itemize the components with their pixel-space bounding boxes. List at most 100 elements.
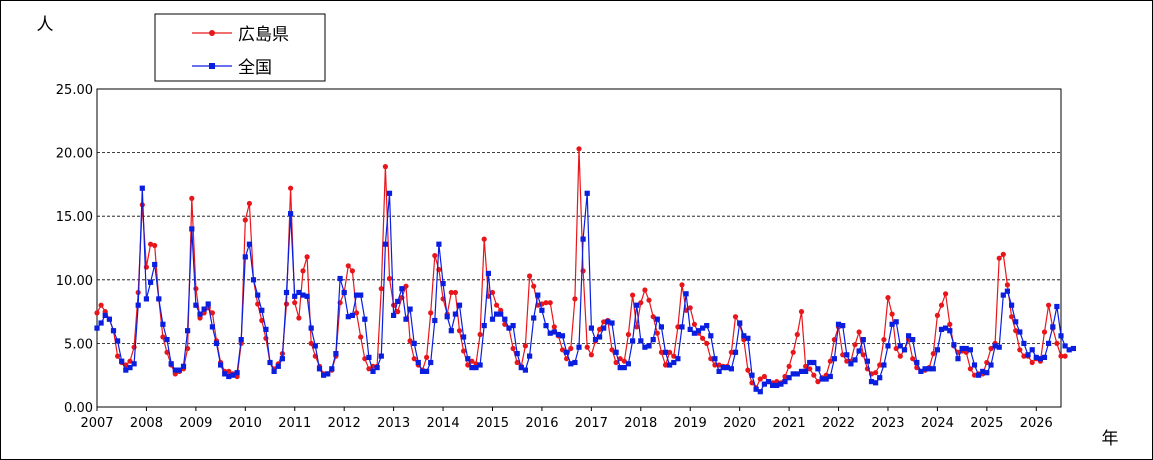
data-point	[271, 368, 277, 374]
data-point	[531, 315, 537, 321]
data-point	[485, 270, 491, 276]
data-point	[815, 379, 821, 385]
data-point	[630, 292, 636, 298]
data-point	[700, 325, 706, 331]
data-point	[494, 311, 500, 317]
data-point	[650, 314, 656, 320]
data-point	[971, 362, 978, 368]
data-point	[996, 255, 1002, 261]
data-point	[901, 347, 908, 353]
data-point	[572, 359, 578, 366]
data-point	[1058, 353, 1064, 359]
data-point	[732, 314, 739, 320]
data-point	[835, 321, 842, 327]
data-point	[662, 349, 669, 355]
data-point	[300, 292, 306, 298]
data-point	[906, 333, 912, 339]
data-point	[1046, 302, 1052, 308]
data-point	[362, 316, 368, 322]
data-point	[469, 365, 475, 371]
data-point	[947, 321, 953, 327]
data-point	[189, 195, 195, 201]
data-point	[687, 326, 693, 332]
data-point	[687, 305, 693, 311]
y-axis-label: 人	[37, 15, 54, 35]
data-point	[922, 366, 928, 372]
data-point	[395, 309, 401, 315]
data-point	[988, 362, 994, 368]
data-point	[617, 365, 623, 371]
data-point	[980, 368, 986, 374]
data-point	[695, 328, 702, 334]
data-point	[559, 347, 566, 353]
data-point	[877, 375, 883, 381]
data-point	[930, 366, 936, 372]
data-point	[547, 330, 553, 336]
data-point	[489, 316, 496, 322]
data-point	[728, 349, 735, 355]
data-point	[634, 324, 640, 330]
data-point	[391, 312, 397, 318]
data-point	[292, 293, 298, 299]
data-point	[1013, 328, 1019, 334]
data-point	[757, 376, 763, 382]
data-point	[621, 358, 627, 364]
data-point	[308, 325, 314, 331]
data-point	[840, 323, 846, 329]
data-point	[650, 337, 656, 343]
data-point	[304, 254, 310, 260]
data-point	[873, 380, 879, 386]
data-point	[691, 321, 698, 327]
data-point	[374, 365, 380, 371]
x-tick-label: 2016	[525, 416, 558, 431]
data-point	[988, 345, 994, 352]
data-point	[222, 371, 228, 377]
x-tick-label: 2009	[179, 416, 212, 431]
data-point	[160, 334, 166, 340]
data-point	[568, 361, 574, 367]
data-point	[831, 337, 838, 343]
x-tick-label: 2022	[822, 416, 855, 431]
data-point	[386, 190, 393, 196]
data-point	[160, 321, 166, 327]
data-point	[807, 359, 813, 366]
data-point	[456, 328, 463, 334]
data-point	[246, 200, 252, 207]
y-tick-label: 0.00	[64, 401, 93, 416]
data-point	[609, 320, 615, 326]
data-point	[382, 241, 388, 247]
data-point	[827, 358, 833, 364]
data-point	[119, 358, 125, 364]
x-tick-labels: 2007 2008 2009 2010 2011 2012 2013 2014 2015 2016…	[80, 407, 1053, 431]
data-point	[897, 353, 903, 359]
data-point	[197, 311, 203, 317]
data-point	[518, 365, 524, 371]
data-point	[926, 366, 932, 372]
data-point	[333, 351, 339, 357]
data-point	[959, 345, 965, 352]
data-point	[1013, 319, 1019, 325]
x-tick-label: 2026	[1020, 416, 1053, 431]
data-point	[601, 325, 607, 331]
data-point	[370, 368, 376, 374]
data-point	[761, 381, 767, 387]
data-point	[1000, 251, 1006, 257]
data-point	[778, 381, 784, 387]
data-point	[708, 356, 714, 362]
y-tick-label: 25.00	[56, 83, 93, 98]
data-point	[885, 295, 891, 301]
data-point	[1021, 353, 1027, 359]
data-point	[292, 300, 298, 306]
data-point	[527, 273, 533, 279]
data-point	[1062, 353, 1068, 359]
data-point	[588, 325, 594, 331]
data-point	[288, 185, 294, 191]
data-point	[1000, 292, 1006, 298]
data-point	[456, 302, 463, 308]
data-point	[349, 268, 355, 274]
data-point	[395, 298, 401, 304]
x-tick-label: 2018	[624, 416, 657, 431]
data-point	[288, 211, 294, 217]
data-point	[564, 349, 570, 355]
data-point	[366, 354, 372, 360]
